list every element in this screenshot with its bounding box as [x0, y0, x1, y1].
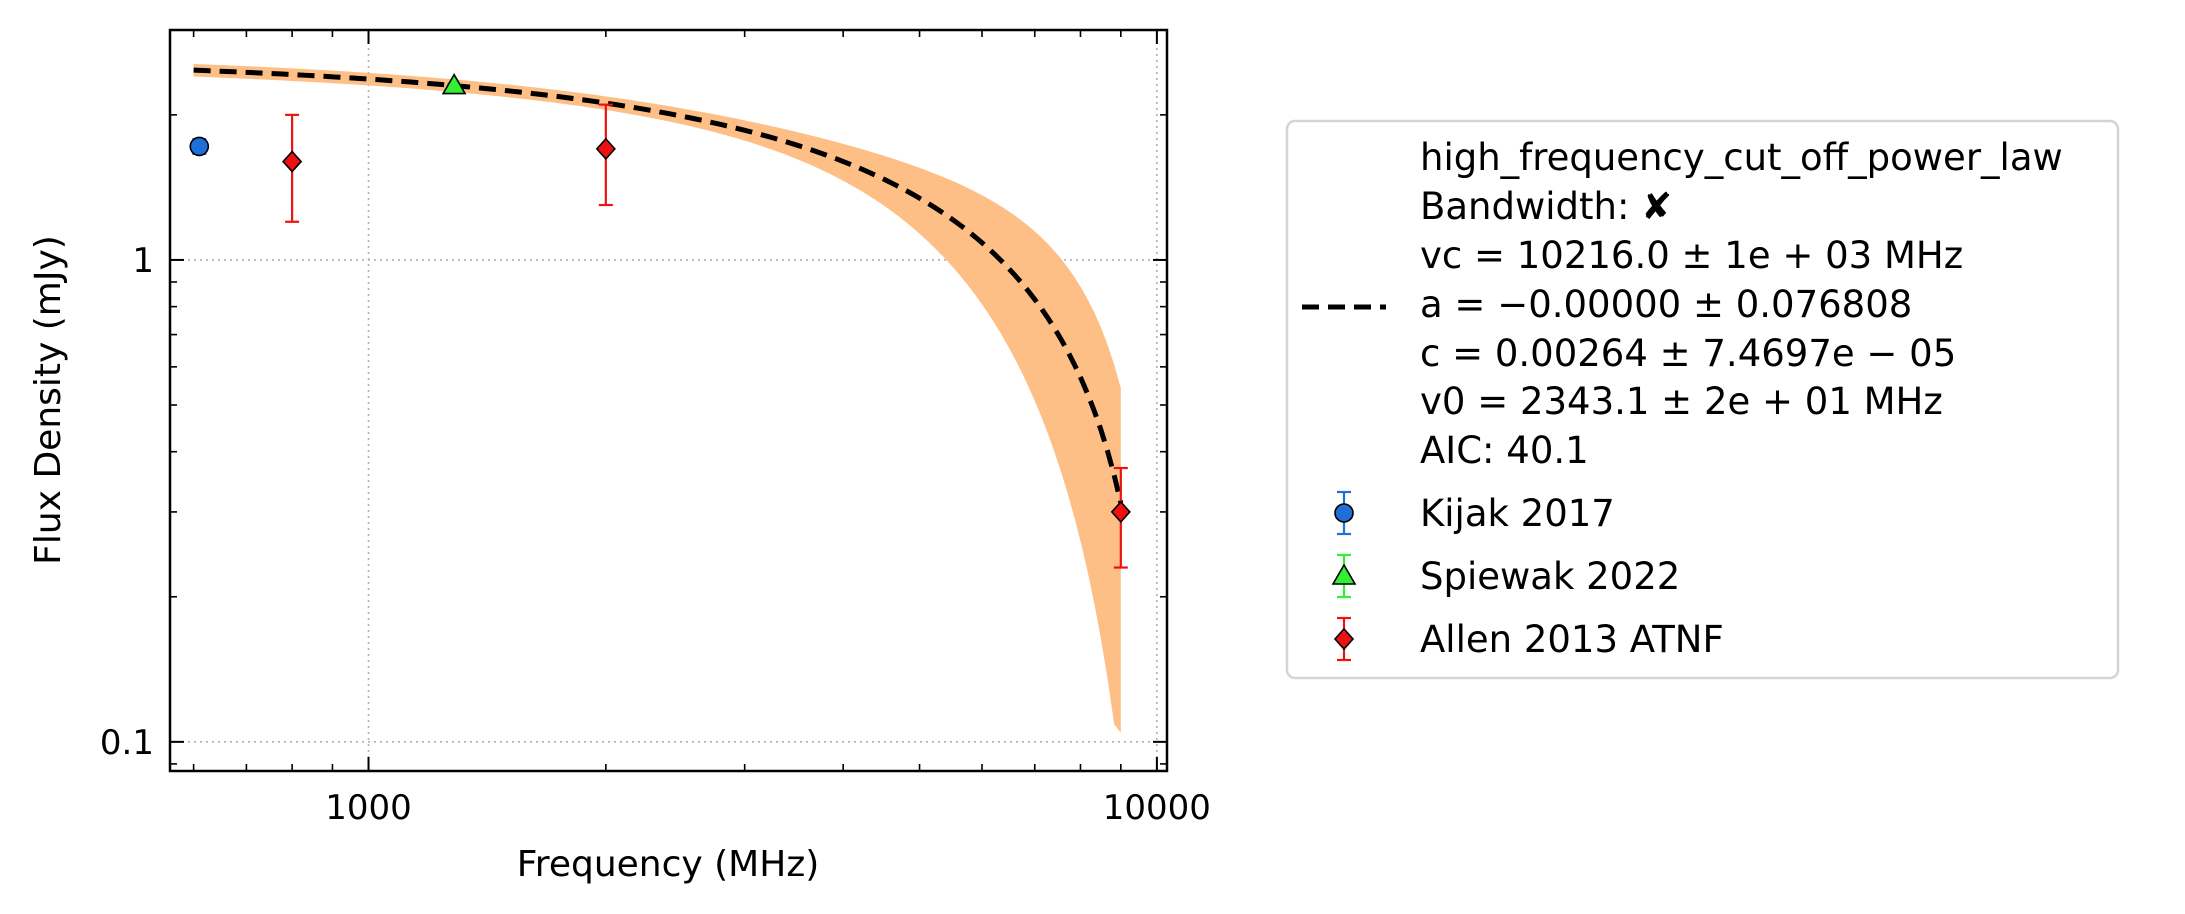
legend-series-allen: Allen 2013 ATNF — [1420, 618, 1724, 661]
data-point-diamond — [595, 137, 616, 161]
legend-model-name: high_frequency_cut_off_power_law — [1420, 136, 2063, 179]
y-tick-label: 0.1 — [100, 723, 154, 763]
y-axis-title: Flux Density (mJy) — [28, 235, 69, 565]
legend-model-aic: AIC: 40.1 — [1420, 429, 1589, 472]
legend-marker-triangle — [1331, 563, 1357, 585]
legend-frame — [1285, 119, 2120, 680]
legend-marker-circle — [1334, 503, 1354, 523]
x-tick-label: 1000 — [325, 788, 412, 828]
legend-series-kijak: Kijak 2017 — [1420, 492, 1615, 535]
legend: high_frequency_cut_off_power_law Bandwid… — [1285, 119, 2120, 680]
axis-ticks: 1000 10000 0.1 1 — [100, 29, 1211, 828]
legend-model-v0: v0 = 2343.1 ± 2e + 01 MHz — [1420, 380, 1943, 423]
data-point-triangle — [441, 73, 467, 95]
legend-model-bandwidth: Bandwidth: ✘ — [1420, 185, 1672, 228]
grid-lines — [170, 30, 1167, 771]
legend-markers — [1331, 490, 1357, 662]
x-axis-title: Frequency (MHz) — [517, 844, 820, 885]
legend-marker-diamond — [1333, 627, 1355, 651]
model-uncertainty-band — [193, 63, 1121, 733]
legend-model-vc: vc = 10216.0 ± 1e + 03 MHz — [1420, 234, 1963, 277]
data-point-diamond — [1110, 500, 1131, 524]
plot-frame — [168, 28, 1169, 773]
y-tick-label: 1 — [132, 241, 154, 281]
data-point-circle — [189, 136, 210, 157]
data-point-diamond — [282, 150, 303, 173]
x-tick-label: 10000 — [1103, 788, 1211, 828]
model-band-area — [193, 63, 1121, 733]
legend-model-c: c = 0.00264 ± 7.4697e − 05 — [1420, 332, 1956, 375]
data-points — [189, 73, 1131, 569]
legend-series-spiewak: Spiewak 2022 — [1420, 555, 1680, 598]
legend-model-a: a = −0.00000 ± 0.076808 — [1420, 283, 1912, 326]
